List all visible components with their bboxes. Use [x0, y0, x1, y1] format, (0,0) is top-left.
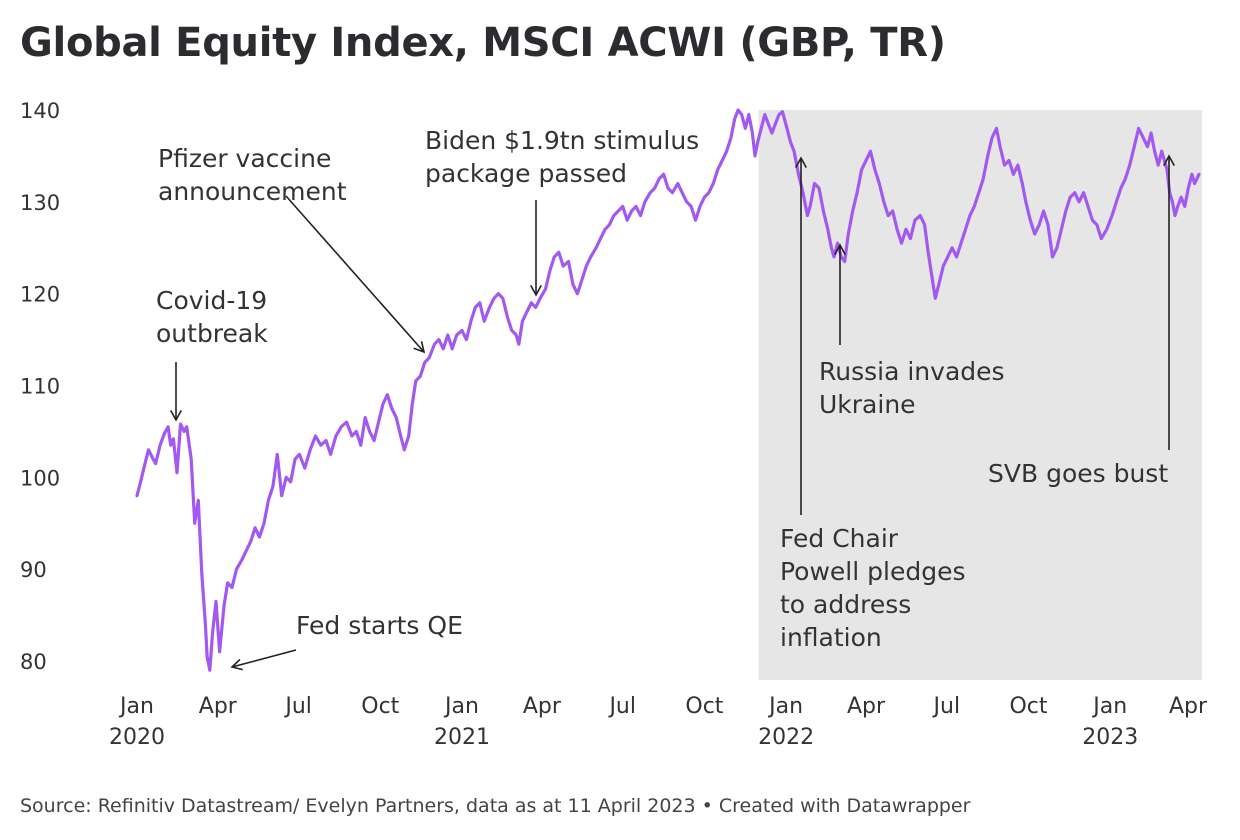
- x-tick-label: Jul: [607, 694, 636, 719]
- x-tick-label: Jul: [283, 694, 312, 719]
- annotation-arrow-head: [413, 341, 426, 354]
- annotation-label: Russia invades Ukraine: [819, 357, 1005, 419]
- annotations: Covid-19 outbreak Fed starts QE Pfizer vacc…: [156, 126, 1175, 671]
- annotation-powell: Fed Chair Powell pledges to address inflati…: [780, 156, 966, 652]
- annotation-label-line: Russia invades: [819, 357, 1005, 386]
- x-tick-label: Oct: [1009, 694, 1047, 719]
- chart-title: Global Equity Index, MSCI ACWI (GBP, TR): [20, 20, 946, 66]
- series-line: [135, 108, 1201, 672]
- annotation-label: Fed starts QE: [296, 611, 463, 640]
- y-tick-label: 100: [20, 466, 60, 490]
- annotation-arrow-head: [530, 284, 542, 297]
- x-tick-label: Apr: [847, 694, 886, 719]
- x-tick-label: Oct: [685, 694, 723, 719]
- y-tick-label: 130: [20, 191, 60, 215]
- x-axis-ticks: Jan 2020 Apr Jul Oct Jan 2021 Apr Jul Oct Jan 2022 A…: [109, 694, 1208, 750]
- annotation-arrow-head: [795, 156, 807, 169]
- annotation-label-line: Fed Chair: [780, 524, 899, 553]
- annotation-arrow-head: [834, 243, 846, 256]
- annotation-label-line: Ukraine: [819, 390, 916, 419]
- annotation-arrow-head: [230, 658, 243, 671]
- y-axis-ticks: 80 90 100 110 120 130 140: [20, 99, 60, 674]
- annotation-label-line: Covid-19: [156, 286, 267, 315]
- annotation-label-line: Biden $1.9tn stimulus: [425, 126, 699, 155]
- x-tick-label: Jan: [118, 694, 154, 719]
- x-tick-year-label: 2021: [434, 725, 490, 750]
- annotation-label-line: Pfizer vaccine: [158, 144, 331, 173]
- annotation-label: Fed Chair Powell pledges to address inflati…: [780, 524, 966, 652]
- annotation-label-line: to address: [780, 590, 911, 619]
- annotation-qe: Fed starts QE: [230, 611, 463, 671]
- annotation-label: SVB goes bust: [988, 459, 1168, 488]
- x-tick-label: Oct: [361, 694, 399, 719]
- annotation-label-line: Powell pledges: [780, 557, 966, 586]
- y-tick-label: 80: [20, 650, 47, 674]
- x-tick-label: Jan: [767, 694, 803, 719]
- annotation-biden: Biden $1.9tn stimulus package passed: [425, 126, 699, 297]
- x-tick-label: Apr: [523, 694, 562, 719]
- annotation-label-line: package passed: [425, 159, 627, 188]
- annotation-label: Pfizer vaccine announcement: [158, 144, 347, 206]
- source-note: Source: Refinitiv Datastream/ Evelyn Par…: [20, 795, 971, 817]
- annotation-arrow-head: [1163, 154, 1175, 167]
- x-tick-label: Apr: [1169, 694, 1208, 719]
- x-tick-year-label: 2023: [1082, 725, 1138, 750]
- annotation-label-line: outbreak: [156, 319, 268, 348]
- y-tick-label: 120: [20, 283, 60, 307]
- highlight-period-shade: [758, 110, 1202, 680]
- annotation-covid: Covid-19 outbreak: [156, 286, 268, 422]
- annotation-label-line: SVB goes bust: [988, 459, 1168, 488]
- x-tick-label: Jan: [443, 694, 479, 719]
- annotation-label: Biden $1.9tn stimulus package passed: [425, 126, 699, 188]
- annotation-svb: SVB goes bust: [988, 154, 1175, 488]
- y-tick-label: 110: [20, 375, 60, 399]
- annotation-label-line: inflation: [780, 623, 882, 652]
- annotation-label-line: announcement: [158, 177, 347, 206]
- annotation-label: Covid-19 outbreak: [156, 286, 268, 348]
- x-tick-label: Apr: [199, 694, 238, 719]
- x-tick-label: Jul: [932, 694, 961, 719]
- x-tick-year-label: 2020: [109, 725, 165, 750]
- annotation-arrow-line: [285, 195, 425, 353]
- annotation-russia: Russia invades Ukraine: [819, 243, 1005, 419]
- annotation-arrow-head: [170, 409, 182, 422]
- annotation-arrow-line: [231, 649, 297, 668]
- x-tick-year-label: 2022: [758, 725, 814, 750]
- annotation-label-line: Fed starts QE: [296, 611, 463, 640]
- y-tick-label: 140: [20, 99, 60, 123]
- x-tick-label: Jan: [1091, 694, 1127, 719]
- annotation-pfizer: Pfizer vaccine announcement: [158, 144, 426, 354]
- y-tick-label: 90: [20, 558, 47, 582]
